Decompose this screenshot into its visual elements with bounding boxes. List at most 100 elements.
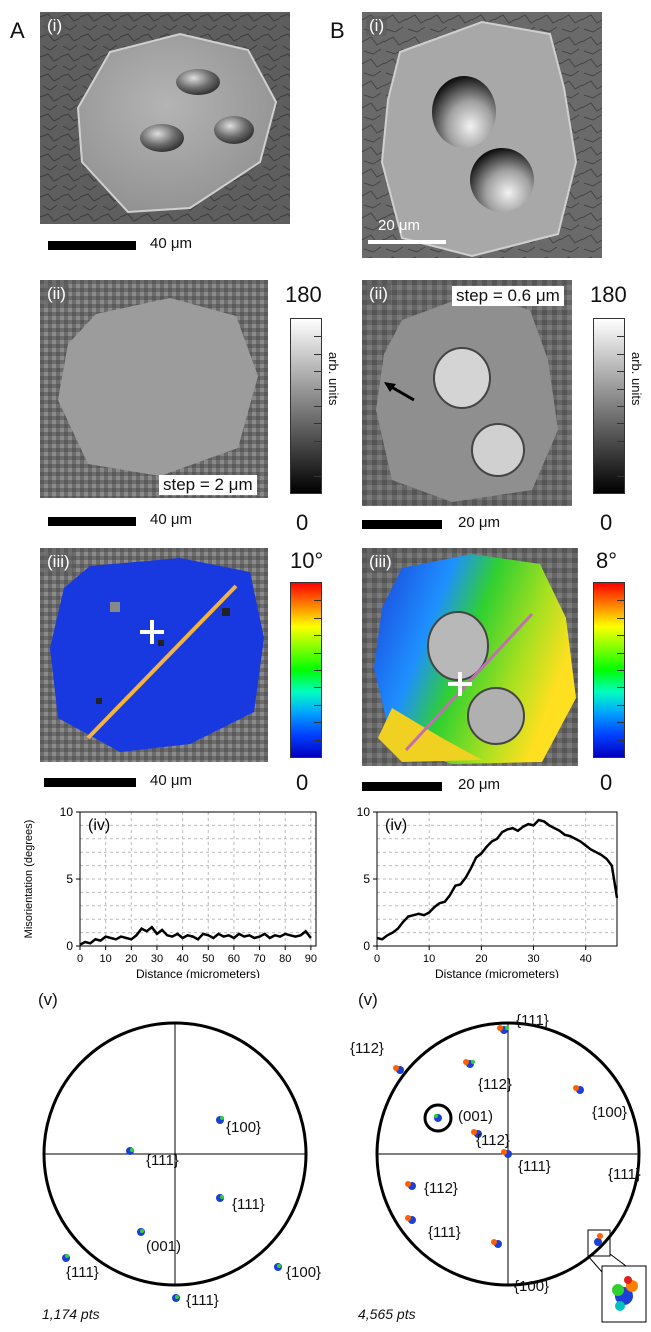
x-tick-label: 40 (580, 953, 592, 965)
x-tick-label: 20 (125, 953, 137, 965)
point-count-a: 1,174 pts (42, 1306, 100, 1322)
x-tick-label: 10 (423, 953, 435, 965)
pole-label-b-6: {111} (518, 1158, 551, 1175)
iq-map-a-drawing (40, 280, 268, 498)
scale-label-b-iii: 20 μm (458, 776, 500, 793)
colorbar-b-iii-max: 8° (596, 548, 618, 573)
pole-label-b-9: {111} (608, 1166, 641, 1183)
scale-bar-b-ii (362, 520, 442, 529)
tag-b-i: (i) (366, 16, 388, 36)
x-axis-label: Distance (micrometers) (136, 967, 260, 978)
pole-label-b-10: {100} (514, 1278, 550, 1295)
x-tick-label: 20 (475, 953, 487, 965)
x-tick-label: 50 (202, 953, 214, 965)
scale-label-b-i: 20 μm (378, 217, 420, 234)
tag-a-i: (i) (44, 16, 66, 36)
pole-label-a-2: {111} (232, 1196, 265, 1213)
colorbar-a-ii (290, 318, 322, 494)
pole-label-a-5: {100} (286, 1264, 322, 1281)
pole-label-a-6: {111} (186, 1292, 219, 1309)
series-line (376, 818, 619, 941)
y-tick-label: 0 (363, 939, 370, 953)
colorbar-b-ii-max: 180 (590, 282, 627, 307)
colorbar-b-ii-min: 0 (600, 510, 613, 535)
y-axis-label: Misorientation (degrees) (23, 820, 35, 939)
pole-label-b-4: {100} (592, 1104, 628, 1121)
colorbar-a-ii-max: 180 (285, 282, 322, 307)
scale-bar-b-iii (362, 782, 442, 791)
scale-label-a-iii: 40 μm (150, 772, 192, 789)
misorientation-map-a (40, 548, 268, 762)
sem-image-b-drawing (362, 12, 602, 258)
tag-b-iii: (iii) (366, 552, 395, 572)
sem-image-a-drawing (40, 12, 290, 224)
x-tick-label: 40 (176, 953, 188, 965)
colorbar-a-ii-min: 0 (296, 510, 309, 535)
tag-b-v: (v) (358, 990, 378, 1009)
pole-label-b-7: {112} (424, 1180, 458, 1197)
sem-image-b (362, 12, 602, 258)
x-tick-label: 30 (527, 953, 539, 965)
tag-a-ii: (ii) (44, 284, 69, 304)
x-tick-label: 0 (77, 953, 83, 965)
pole-figure-a (42, 1021, 308, 1302)
iq-map-a (40, 280, 268, 498)
colorbar-b-iii-min: 0 (600, 770, 613, 795)
iq-map-b (362, 280, 572, 506)
x-tick-label: 60 (228, 953, 240, 965)
pole-label-a-4: (001) (146, 1238, 182, 1255)
series-line (79, 925, 312, 946)
pole-label-b-0: {111} (516, 1012, 549, 1029)
colorbar-b-iii (593, 582, 625, 758)
scale-bar-a-iii (44, 778, 136, 787)
pole-figure-b (375, 1021, 647, 1323)
x-tick-label: 80 (279, 953, 291, 965)
colorbar-a-iii-max: 10° (290, 548, 324, 573)
scale-label-b-ii: 20 μm (458, 514, 500, 531)
colorbar-b-ii (593, 318, 625, 494)
misorientation-map-a-drawing (40, 548, 268, 762)
tag-a-iii: (iii) (44, 552, 73, 572)
pole-points-a (62, 1116, 282, 1302)
line-chart-a-svg: 0 10 20 30 40 50 60 70 80 90 0 5 10 Distance (microme… (23, 805, 317, 981)
scale-label-a-i: 40 μm (150, 235, 192, 252)
colorbar-a-iii-min: 0 (296, 770, 309, 795)
scale-label-a-ii: 40 μm (150, 511, 192, 528)
x-axis-label: Distance (micrometers) (435, 967, 559, 978)
misorientation-map-b-drawing (362, 548, 578, 766)
x-tick-label: 10 (100, 953, 112, 965)
arrow-icon (382, 380, 416, 407)
pole-label-b-3: (001) (458, 1108, 494, 1125)
pole-label-b-8: {111} (428, 1224, 461, 1241)
pole-label-b-1: {112} (350, 1040, 384, 1057)
panel-letter-a: A (10, 18, 25, 43)
colorbar-a-ii-unit: arb. units (326, 352, 341, 406)
colorbar-a-iii (290, 582, 322, 758)
x-tick-label: 90 (305, 953, 317, 965)
x-tick-label: 0 (374, 953, 380, 965)
scale-bar-a-ii (48, 517, 136, 526)
x-tick-label: 70 (253, 953, 265, 965)
step-label-a: step = 2 μm (159, 475, 257, 495)
pole-label-a-3: {111} (66, 1264, 99, 1281)
pole-label-b-5: {112} (476, 1132, 510, 1149)
chart-panel-tag: (iv) (88, 817, 110, 834)
pole-points-b (393, 1025, 603, 1248)
scale-bar-a-i (48, 241, 136, 250)
point-count-b: 4,565 pts (358, 1306, 416, 1322)
line-chart-b: 0 10 20 30 40 0 5 10 Distance (micrometers) (iv) (330, 800, 630, 981)
pole-label-a-1: {111} (146, 1152, 179, 1169)
x-tick-label: 30 (151, 953, 163, 965)
chart-panel-tag: (iv) (385, 817, 407, 834)
y-tick-label: 10 (60, 805, 74, 819)
pole-label-a-0: {100} (226, 1119, 262, 1136)
iq-map-b-drawing (362, 280, 572, 506)
pole-label-b-2: {112} (478, 1076, 512, 1093)
step-label-b: step = 0.6 μm (452, 286, 564, 306)
colorbar-b-ii-unit: arb. units (629, 352, 644, 406)
tag-b-ii: (ii) (366, 284, 391, 304)
y-tick-label: 5 (66, 872, 73, 886)
misorientation-map-b (362, 548, 578, 766)
tag-a-v: (v) (38, 990, 58, 1009)
